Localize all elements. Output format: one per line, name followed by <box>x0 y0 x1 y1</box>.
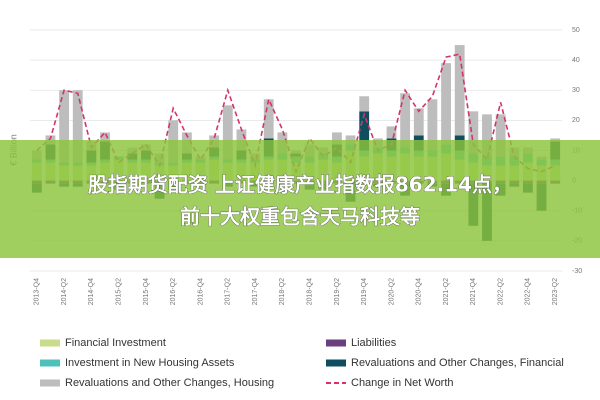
x-tick-label: 2020-Q2 <box>388 278 395 305</box>
bar <box>550 138 561 142</box>
x-tick-label: 2020-Q4 <box>416 278 423 305</box>
x-tick-label: 2018-Q2 <box>279 278 286 305</box>
x-tick-label: 2019-Q2 <box>334 278 341 305</box>
x-tick-label: 2013-Q4 <box>34 278 41 305</box>
x-tick-label: 2021-Q2 <box>443 278 450 305</box>
banner-text: 股指期货配资 上证健康产业指数报862.14点， <box>88 173 512 197</box>
x-tick-label: 2021-Q4 <box>470 278 477 305</box>
bar <box>495 114 506 157</box>
x-tick-label: 2022-Q2 <box>497 278 504 305</box>
x-tick-label: 2014-Q2 <box>61 278 68 305</box>
legend-swatch <box>326 339 346 347</box>
x-tick-label: 2018-Q4 <box>306 278 313 305</box>
legend-label: Liabilities <box>351 337 397 349</box>
x-tick-label: 2015-Q4 <box>143 278 150 305</box>
bar <box>100 132 110 142</box>
bar <box>222 105 233 160</box>
bar <box>59 90 70 163</box>
x-tick-label: 2023-Q2 <box>552 278 559 305</box>
banner <box>0 140 600 258</box>
bar <box>482 114 492 157</box>
bar <box>236 129 247 151</box>
bar <box>468 111 479 154</box>
x-tick-label: 2019-Q4 <box>361 278 368 305</box>
legend-swatch <box>40 359 60 367</box>
bar <box>441 63 451 145</box>
legend-label: Change in Net Worth <box>351 377 454 389</box>
x-tick-label: 2017-Q4 <box>252 278 259 305</box>
legend-swatch <box>326 359 346 367</box>
legend-swatch <box>40 339 60 347</box>
bar <box>345 135 356 145</box>
bar <box>454 45 465 136</box>
x-tick-label: 2015-Q2 <box>116 278 123 305</box>
legend-swatch <box>40 379 60 387</box>
bar <box>427 99 438 151</box>
bar <box>332 132 342 145</box>
bar <box>359 111 370 151</box>
banner-text: 前十大权重包含天马科技等 <box>180 205 420 229</box>
bar <box>45 135 56 145</box>
legend-label: Revaluations and Other Changes, Financia… <box>351 357 564 369</box>
legend-label: Financial Investment <box>65 337 166 349</box>
bar <box>386 126 397 139</box>
bar <box>263 99 274 139</box>
x-tick-label: 2016-Q2 <box>170 278 177 305</box>
bar <box>72 90 83 163</box>
legend-label: Investment in New Housing Assets <box>65 357 235 369</box>
y-tick-label: 40 <box>572 57 580 64</box>
y-tick-label: -30 <box>572 268 582 275</box>
y-tick-label: 20 <box>572 117 580 124</box>
x-tick-label: 2017-Q2 <box>225 278 232 305</box>
bar <box>359 96 370 112</box>
x-tick-label: 2022-Q4 <box>525 278 532 305</box>
y-tick-label: 50 <box>572 27 580 34</box>
y-tick-label: 30 <box>572 87 580 94</box>
x-tick-label: 2016-Q4 <box>197 278 204 305</box>
bar <box>400 93 411 148</box>
x-tick-label: 2014-Q4 <box>88 278 95 305</box>
legend-label: Revaluations and Other Changes, Housing <box>65 377 274 389</box>
bar <box>413 108 424 136</box>
